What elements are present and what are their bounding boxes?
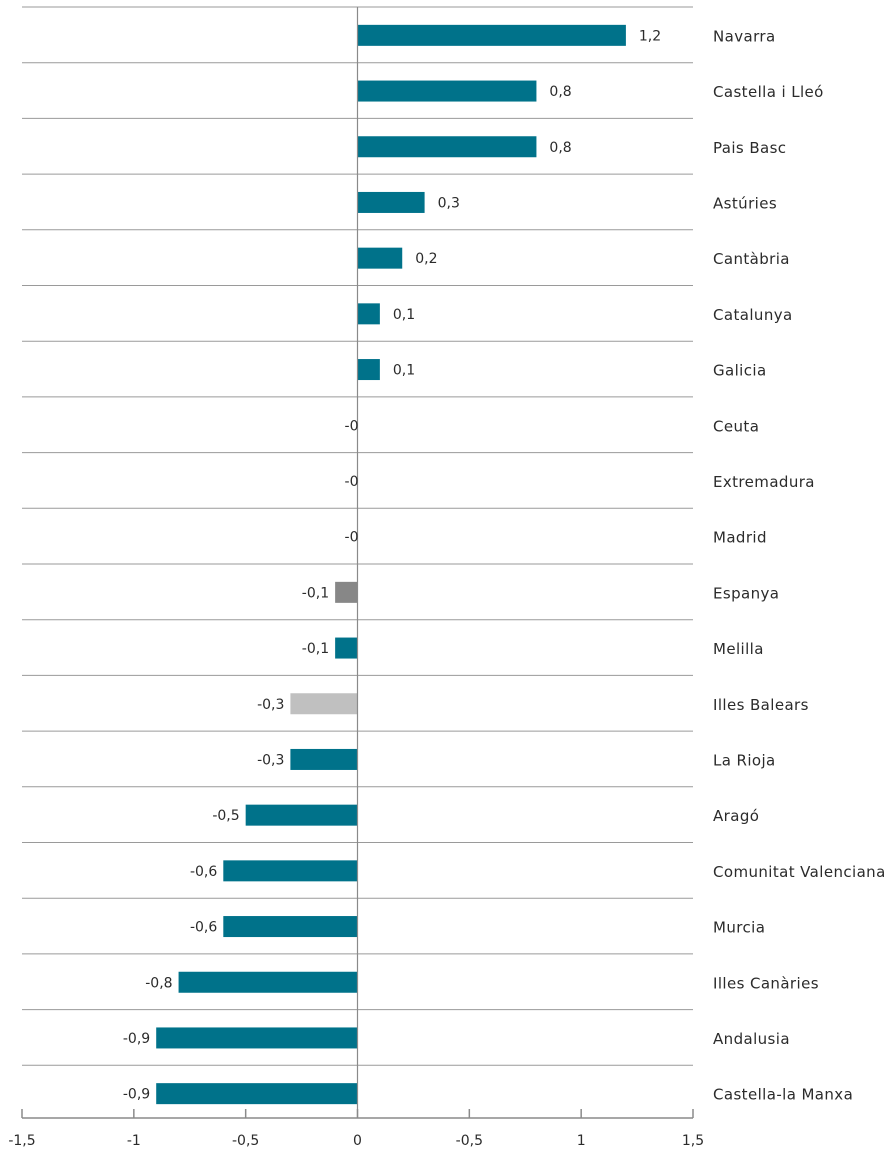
value-label: -0,3: [257, 752, 284, 768]
value-label: -0,8: [145, 975, 172, 991]
value-label: -0,9: [123, 1087, 150, 1103]
bar: [357, 191, 425, 213]
bar: [178, 971, 358, 993]
bar: [290, 693, 358, 715]
value-label: 0,8: [549, 84, 571, 100]
x-tick-label: -0,5: [232, 1133, 259, 1149]
category-label: Navarra: [713, 27, 776, 45]
category-label: Illes Balears: [713, 696, 809, 714]
bars-layer: [156, 24, 626, 1105]
category-label: Extremadura: [713, 473, 815, 491]
value-label: 0,1: [393, 307, 415, 323]
category-label: Castella i Lleó: [713, 83, 824, 101]
bar: [156, 1027, 358, 1049]
category-label: Andalusia: [713, 1030, 790, 1048]
value-label: 0,2: [415, 251, 437, 267]
category-label: Astúries: [713, 194, 777, 212]
x-tick-label: 1,5: [682, 1133, 704, 1149]
category-label: Cantàbria: [713, 250, 790, 268]
category-label: Catalunya: [713, 306, 793, 324]
category-label: Comunitat Valenciana: [713, 863, 886, 881]
category-label: Espanya: [713, 584, 779, 602]
category-label: Galicia: [713, 362, 767, 380]
x-axis: -1,5 -1 -0,5 0 -0,5 1 1,5: [8, 1109, 704, 1149]
x-tick-label: 1: [577, 1133, 586, 1149]
category-label: Murcia: [713, 919, 765, 937]
category-label: Ceuta: [713, 417, 759, 435]
value-label: -0,6: [190, 920, 217, 936]
bar: [223, 860, 358, 882]
category-labels-layer: Navarra Castella i Lleó Pais Basc Astúries C…: [713, 27, 886, 1104]
x-tick-label: -0,5: [456, 1133, 483, 1149]
category-label: Melilla: [713, 640, 764, 658]
bar: [357, 24, 626, 46]
x-tick-label: 0: [353, 1133, 362, 1149]
value-label: -0: [345, 530, 359, 546]
value-labels-layer: 1,2 0,8 0,8 0,3 0,2 0,1 0,1 -0 -0 -0 -0,1 -0,1 -0,3 -…: [123, 28, 661, 1102]
category-label: Castella-la Manxa: [713, 1086, 853, 1104]
value-label: -0,6: [190, 864, 217, 880]
value-label: -0,3: [257, 697, 284, 713]
bar: [357, 303, 380, 325]
category-label: Madrid: [713, 529, 767, 547]
bar: [357, 247, 403, 269]
value-label: 1,2: [639, 28, 661, 44]
value-label: -0,1: [302, 585, 329, 601]
value-label: 0,3: [438, 195, 460, 211]
x-tick-label: -1: [127, 1133, 141, 1149]
value-label: -0,1: [302, 641, 329, 657]
bar: [290, 748, 358, 770]
value-label: -0: [345, 474, 359, 490]
bar: [335, 581, 358, 603]
category-label: Aragó: [713, 807, 759, 825]
bar: [335, 637, 358, 659]
bar: [245, 804, 358, 826]
value-label: -0,9: [123, 1031, 150, 1047]
category-label: Pais Basc: [713, 139, 786, 157]
value-label: 0,8: [549, 140, 571, 156]
bar: [357, 359, 380, 381]
value-label: -0,5: [212, 808, 239, 824]
bar: [223, 916, 358, 938]
value-label: 0,1: [393, 363, 415, 379]
bar: [156, 1083, 358, 1105]
x-tick-label: -1,5: [8, 1133, 35, 1149]
category-label: Illes Canàries: [713, 974, 819, 992]
value-label: -0: [345, 418, 359, 434]
bar: [357, 80, 537, 102]
category-label: La Rioja: [713, 751, 776, 769]
bar: [357, 136, 537, 158]
